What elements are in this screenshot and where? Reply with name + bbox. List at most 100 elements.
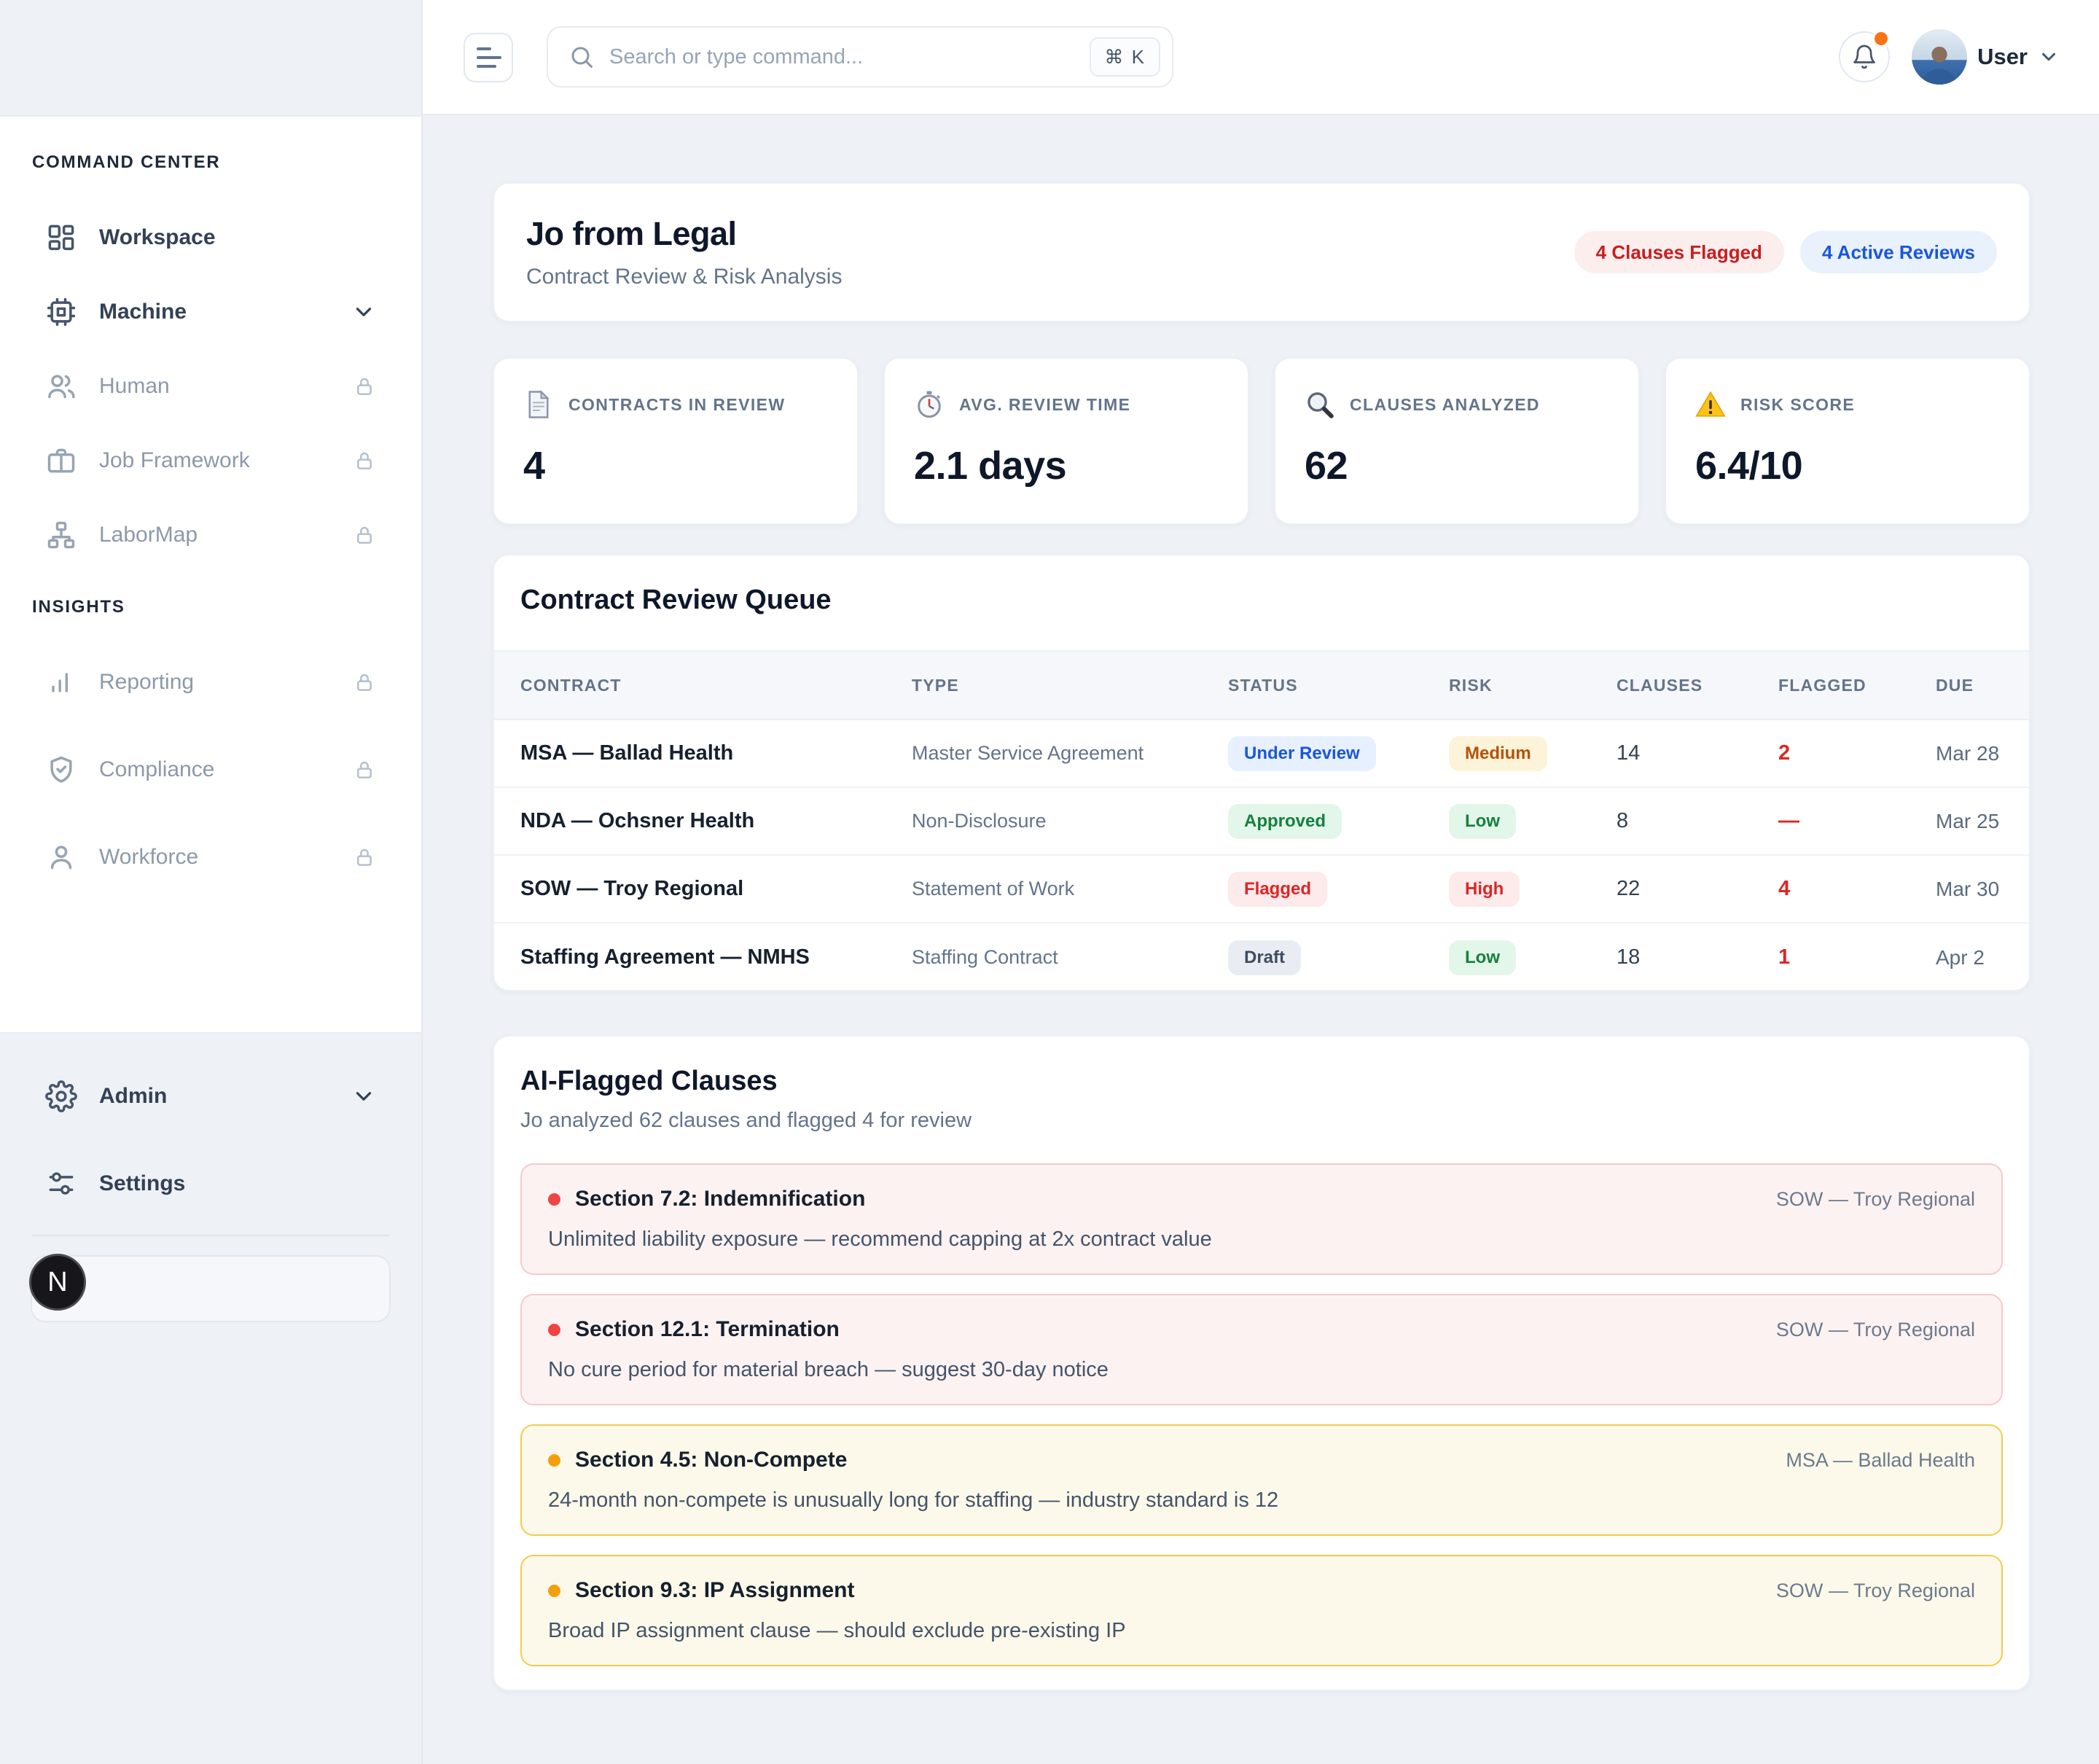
clause-contract-ref: SOW — Troy Regional xyxy=(1775,1318,1975,1340)
contract-type-cell: Staffing Contract xyxy=(912,946,1058,968)
sidebar-item-labormap[interactable]: LaborMap xyxy=(29,499,392,571)
flagged-count-cell: 2 xyxy=(1778,741,1791,765)
flagged-clause-section-12-1-termination[interactable]: Section 12.1: Termination SOW — Troy Reg… xyxy=(520,1294,2003,1405)
clause-description: No cure period for material breach — sug… xyxy=(548,1358,1109,1381)
clause-contract-ref: SOW — Troy Regional xyxy=(1775,1187,1975,1210)
notification-dot xyxy=(1872,30,1891,47)
sidebar-item-workforce[interactable]: Workforce xyxy=(29,821,392,894)
table-row-staffing-agreement-nmhs[interactable]: Staffing Agreement — NMHS Staffing Contr… xyxy=(494,924,2029,990)
lock-icon xyxy=(353,671,376,694)
stat-label: RISK SCORE xyxy=(1740,394,1856,414)
sidebar-footer: Admin Settings N xyxy=(0,1034,421,1322)
document-icon xyxy=(523,389,554,420)
warning-icon xyxy=(1695,389,1726,420)
status-pill: Flagged xyxy=(1228,871,1328,907)
status-pill: Approved xyxy=(1228,803,1342,839)
bar-chart-icon xyxy=(45,666,77,698)
queue-title: Contract Review Queue xyxy=(520,585,832,615)
sidebar-item-reporting[interactable]: Reporting xyxy=(29,646,392,719)
sidebar-item-workspace[interactable]: Workspace xyxy=(29,201,392,274)
stat-value: 2.1 days xyxy=(914,444,1067,488)
clauses-count-cell: 14 xyxy=(1617,741,1641,765)
magnifier-icon xyxy=(1305,389,1335,420)
gear-icon xyxy=(45,1080,77,1112)
page-title: Jo from Legal xyxy=(526,215,737,252)
briefcase-icon xyxy=(45,445,77,477)
nextjs-card[interactable]: N xyxy=(29,1254,391,1322)
nextjs-logo-icon: N xyxy=(29,1254,86,1311)
contract-type-cell: Master Service Agreement xyxy=(912,742,1144,764)
badge-4-active-reviews: 4 Active Reviews xyxy=(1799,231,1997,273)
sidebar-nav: COMMAND CENTER Workspace Machine Human J… xyxy=(0,115,421,1034)
sidebar-item-admin[interactable]: Admin xyxy=(29,1060,392,1133)
sidebar-item-settings[interactable]: Settings xyxy=(29,1147,392,1220)
clause-description: Unlimited liability exposure — recommend… xyxy=(548,1228,1212,1251)
topbar: ⌘ K User xyxy=(423,0,2099,115)
sidebar-item-human[interactable]: Human xyxy=(29,350,392,423)
contract-type-cell: Statement of Work xyxy=(912,878,1075,899)
sidebar-item-compliance[interactable]: Compliance xyxy=(29,733,392,806)
sidebar-divider xyxy=(32,1235,389,1236)
clauses-count-cell: 8 xyxy=(1617,809,1629,832)
shield-check-icon xyxy=(45,754,77,786)
lock-icon xyxy=(353,758,376,781)
sidebar-section-label: COMMAND CENTER xyxy=(32,152,221,172)
sidebar-item-job-framework[interactable]: Job Framework xyxy=(29,424,392,497)
column-header-status: STATUS xyxy=(1228,675,1298,695)
clause-section-title: Section 4.5: Non-Compete xyxy=(575,1448,848,1472)
clause-contract-ref: MSA — Ballad Health xyxy=(1786,1448,1975,1471)
column-header-type: TYPE xyxy=(912,675,959,695)
queue-table-body: MSA — Ballad Health Master Service Agree… xyxy=(494,720,2029,990)
table-row-nda-ochsner-health[interactable]: NDA — Ochsner Health Non-Disclosure Appr… xyxy=(494,788,2029,856)
stat-value: 62 xyxy=(1305,444,1348,488)
due-date-cell: Mar 28 xyxy=(1936,741,2000,765)
severity-dot-icon xyxy=(548,1323,560,1336)
severity-dot-icon xyxy=(548,1453,560,1467)
risk-pill: Medium xyxy=(1449,735,1547,771)
status-pill: Draft xyxy=(1228,940,1302,975)
table-row-sow-troy-regional[interactable]: SOW — Troy Regional Statement of Work Fl… xyxy=(494,856,2029,924)
person-icon xyxy=(45,841,77,873)
sliders-icon xyxy=(45,1168,77,1200)
risk-pill: Low xyxy=(1449,803,1516,839)
sidebar-section-label: INSIGHTS xyxy=(32,597,125,617)
column-header-risk: RISK xyxy=(1449,675,1493,695)
org-chart-icon xyxy=(45,519,77,551)
user-name-label: User xyxy=(1977,44,2028,69)
workspace-grid-icon xyxy=(45,222,77,254)
flagged-clause-section-9-3-ip-assignment[interactable]: Section 9.3: IP Assignment SOW — Troy Re… xyxy=(520,1555,2003,1666)
column-header-clauses: CLAUSES xyxy=(1617,675,1703,695)
flagged-clause-section-4-5-non-compete[interactable]: Section 4.5: Non-Compete MSA — Ballad He… xyxy=(520,1424,2003,1536)
severity-dot-icon xyxy=(548,1193,560,1206)
risk-pill: Low xyxy=(1449,940,1516,975)
sidebar-section: INSIGHTS Reporting Compliance Workforce xyxy=(29,596,392,894)
clause-contract-ref: SOW — Troy Regional xyxy=(1775,1579,1975,1601)
people-icon xyxy=(45,370,77,402)
lock-icon xyxy=(353,375,376,398)
flagged-clause-section-7-2-indemnification[interactable]: Section 7.2: Indemnification SOW — Troy … xyxy=(520,1163,2003,1275)
status-pill: Under Review xyxy=(1228,735,1376,771)
search-input[interactable] xyxy=(595,44,1090,69)
sidebar-item-machine[interactable]: Machine xyxy=(29,276,392,348)
clauses-count-cell: 18 xyxy=(1617,945,1641,969)
clauses-subtitle: Jo analyzed 62 clauses and flagged 4 for… xyxy=(520,1109,972,1132)
flagged-count-cell: — xyxy=(1778,809,1799,832)
clause-list: Section 7.2: Indemnification SOW — Troy … xyxy=(520,1163,2003,1666)
stat-card-avg-review-time: AVG. REVIEW TIME 2.1 days xyxy=(883,357,1249,525)
notifications-button[interactable] xyxy=(1839,30,1891,82)
search-icon xyxy=(568,44,595,70)
table-row-msa-ballad-health[interactable]: MSA — Ballad Health Master Service Agree… xyxy=(494,720,2029,788)
column-header-contract: CONTRACT xyxy=(520,675,622,695)
header-badges: 4 Clauses Flagged 4 Active Reviews xyxy=(1574,231,1997,273)
stat-card-clauses-analyzed: CLAUSES ANALYZED 62 xyxy=(1274,357,1640,525)
sidebar-toggle-button[interactable] xyxy=(464,33,513,82)
user-menu[interactable]: User xyxy=(1912,29,2060,85)
clause-description: 24-month non-compete is unusually long f… xyxy=(548,1488,1279,1512)
cpu-icon xyxy=(45,296,77,328)
chevron-down-icon xyxy=(351,1084,376,1109)
contract-name-cell: Staffing Agreement — NMHS xyxy=(520,945,810,969)
sidebar-footer-items: Admin Settings xyxy=(29,1060,392,1220)
due-date-cell: Apr 2 xyxy=(1936,945,1985,969)
flagged-count-cell: 4 xyxy=(1778,877,1791,900)
chevron-down-icon xyxy=(351,300,376,324)
